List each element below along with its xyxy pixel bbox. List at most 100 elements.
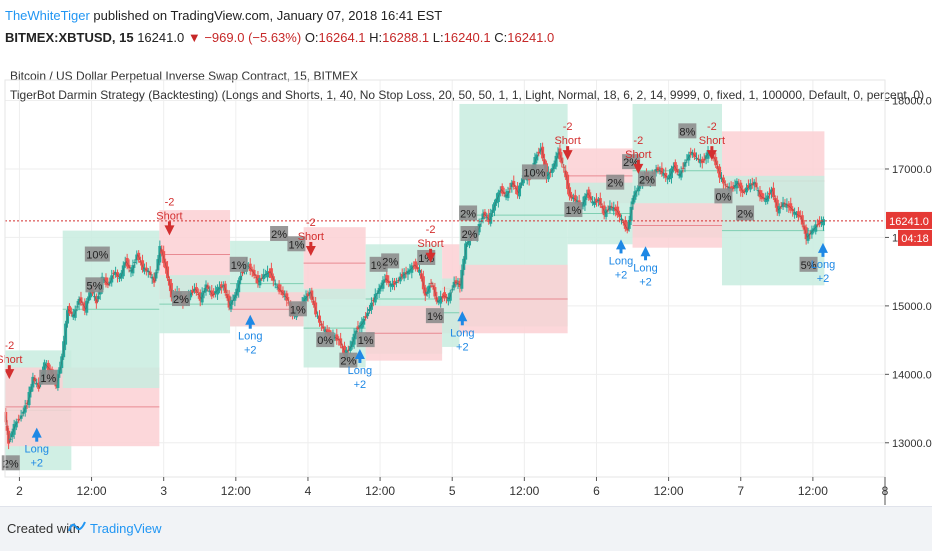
candle-body: [275, 286, 279, 288]
long-arrow-stem: [358, 357, 362, 363]
candle-body: [393, 280, 397, 285]
candle-body: [669, 168, 673, 179]
candle-body: [746, 184, 750, 188]
author-link[interactable]: TheWhiteTiger: [5, 8, 90, 23]
candle-body: [764, 198, 768, 203]
short-qty-label: -2: [707, 121, 717, 133]
percent-label: 0%: [317, 335, 333, 347]
candle-body: [591, 201, 595, 204]
last-price: 16241.0: [137, 30, 185, 45]
candle-body: [219, 284, 223, 289]
candle-body: [200, 292, 204, 303]
candle-body: [612, 207, 616, 212]
candle-body: [129, 269, 133, 272]
candle-body: [664, 172, 668, 178]
candle-body: [795, 213, 799, 216]
candle-body: [17, 418, 21, 421]
candle-body: [277, 284, 281, 292]
x-tick-label: 3: [160, 484, 167, 498]
percent-label-bg: [425, 308, 444, 324]
candle-body: [142, 267, 146, 272]
x-tick-label: 6: [593, 484, 600, 498]
candle-body: [146, 270, 150, 273]
candle-body: [623, 220, 627, 229]
short-label: Short: [417, 238, 443, 250]
candle-body: [266, 271, 270, 278]
candle-body: [768, 192, 772, 195]
percent-label: 2%: [639, 174, 655, 186]
short-label: Short: [298, 231, 324, 243]
long-label: Long: [609, 255, 633, 267]
candle-body: [694, 157, 698, 159]
short-arrow-icon: [425, 252, 436, 263]
y-tick-label: 17000.0: [892, 164, 932, 176]
candle-body: [104, 277, 108, 285]
y-tick-label: 15000.0: [892, 301, 932, 313]
candle-body: [269, 268, 273, 278]
candle-body: [619, 218, 623, 221]
x-tick-label: 2: [16, 484, 23, 498]
x-tick-label: 8: [882, 484, 889, 498]
long-arrow-icon: [354, 348, 365, 359]
candle-body: [144, 267, 148, 272]
candle-body: [404, 272, 408, 274]
short-label: Short: [554, 135, 580, 147]
short-label: Short: [699, 135, 725, 147]
long-label: Long: [811, 259, 835, 271]
percent-label-bg: [381, 253, 400, 269]
candle-body: [443, 292, 447, 299]
percent-label-bg: [678, 123, 697, 139]
percent-label: 2%: [460, 208, 476, 220]
candle-body: [285, 293, 289, 301]
tradingview-brand[interactable]: TradingView: [90, 521, 162, 536]
percent-label: 1%: [565, 205, 581, 217]
tradingview-logo-icon[interactable]: [68, 519, 86, 533]
candle-body: [500, 186, 504, 194]
percent-label-bg: [714, 188, 733, 204]
percent-labels: 2%1%5%10%2%1%2%1%1%0%2%1%1%2% 1%1%2%2%10%…: [1, 123, 818, 471]
close-value: 16241.0: [507, 30, 555, 45]
short-arrow-icon: [164, 225, 175, 236]
candle-body: [602, 205, 606, 216]
open-value: 16264.1: [318, 30, 366, 45]
candle-body: [217, 286, 221, 291]
percent-label-bg: [1, 455, 20, 471]
candle-body: [335, 334, 339, 341]
short-qty-label: -2: [633, 135, 643, 147]
long-arrow-stem: [35, 436, 39, 442]
short-qty-label: -2: [4, 340, 14, 352]
percent-label-bg: [339, 352, 358, 368]
candle-body: [373, 293, 377, 303]
short-arrow-icon: [633, 163, 644, 174]
short-arrow-icon: [706, 150, 717, 161]
candle-body: [454, 280, 458, 284]
percent-label: 2%: [382, 256, 398, 268]
percent-label-bg: [287, 236, 306, 252]
short-qty-label: -2: [563, 121, 573, 133]
long-arrow-stem: [248, 323, 252, 329]
percent-label: 2%: [737, 208, 753, 220]
price-chart[interactable]: 2%1%5%10%2%1%2%1%1%0%2%1%1%2% 1%1%2%2%10%…: [0, 60, 932, 505]
candle-body: [256, 275, 260, 284]
candle-body: [735, 180, 739, 189]
candle-body: [306, 293, 310, 297]
percent-label-bg: [84, 246, 110, 262]
x-tick-label: 12:00: [654, 484, 684, 498]
chart-area[interactable]: 2% 1% 5% 10% 2% 1% 2% 1% 1% 0% 2% 1% 1% 2% 1% 1% 2% 2% 10%…: [0, 60, 932, 505]
candle-body: [496, 192, 500, 203]
candle-body: [356, 326, 360, 330]
candle-body: [333, 336, 337, 339]
candle-body: [818, 220, 822, 225]
created-with-text: Created with: [7, 521, 80, 536]
candle-body: [381, 280, 385, 289]
candle-body: [691, 152, 695, 156]
percent-label: 1%: [231, 260, 247, 272]
candle-body: [83, 302, 87, 312]
x-axis-ticks: 2 12:00 3 12:00 4 12:00 5 12:00 6 12:00 7 12:00 8: [16, 477, 889, 498]
candle-body: [348, 346, 352, 351]
long-arrow-icon: [245, 314, 256, 325]
percent-label-bg: [459, 205, 478, 221]
percent-label: 1%: [40, 373, 56, 385]
candle-body: [562, 166, 566, 168]
publication-header: TheWhiteTiger published on TradingView.c…: [0, 0, 932, 52]
